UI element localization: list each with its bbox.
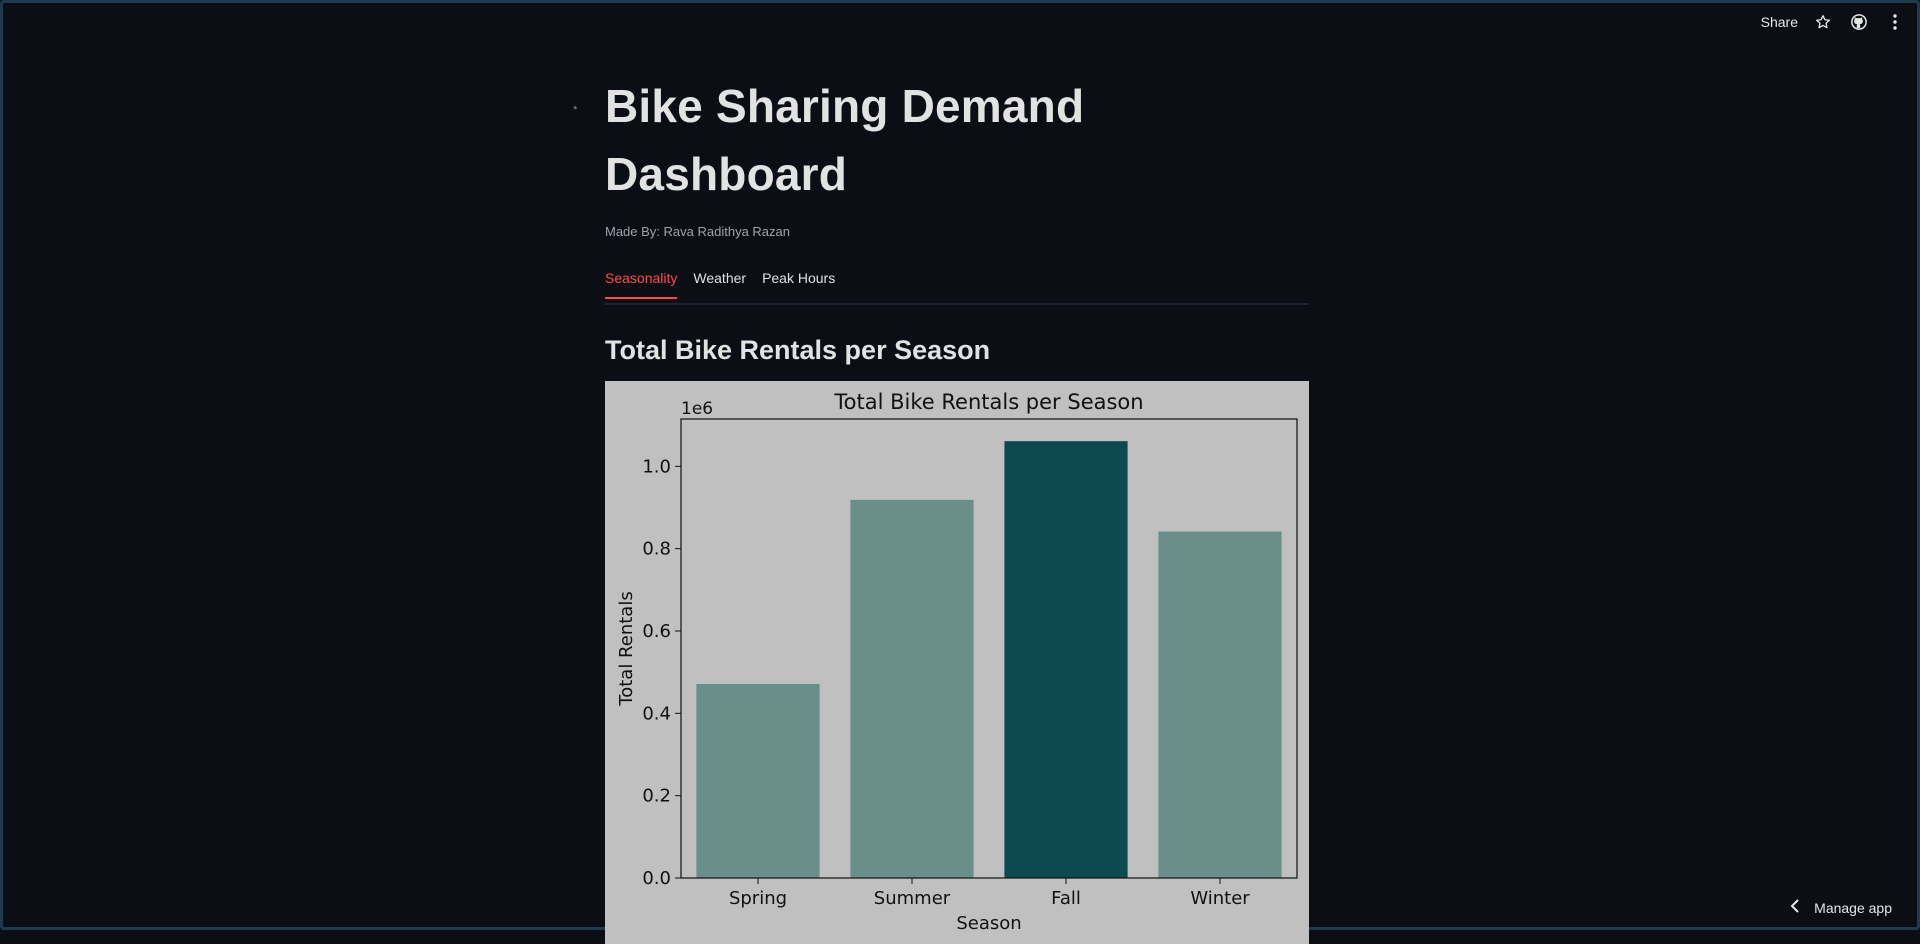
star-icon[interactable] xyxy=(1812,11,1834,33)
x-tick-label: Spring xyxy=(729,888,787,909)
page-title: Bike Sharing Demand Dashboard xyxy=(605,80,1085,200)
share-button[interactable]: Share xyxy=(1760,14,1798,30)
x-tick-label: Summer xyxy=(874,888,951,909)
chart-title: Total Bike Rentals per Season xyxy=(833,390,1143,414)
tab-seasonality[interactable]: Seasonality xyxy=(605,267,678,299)
section-heading: Total Bike Rentals per Season xyxy=(605,335,991,365)
author-byline: Made By: Rava Radithya Razan xyxy=(605,224,790,239)
more-vertical-icon[interactable] xyxy=(1884,11,1906,33)
x-axis-label: Season xyxy=(956,913,1021,934)
y-tick-label: 0.2 xyxy=(642,786,671,807)
chart-bar-winter xyxy=(1158,531,1282,878)
chart-bar-fall xyxy=(1004,441,1128,878)
plot-frame xyxy=(680,418,1298,879)
manage-app-label: Manage app xyxy=(1814,899,1892,916)
tab-weather[interactable]: Weather xyxy=(693,270,747,286)
github-icon[interactable] xyxy=(1848,11,1870,33)
tab-peak-hours[interactable]: Peak Hours xyxy=(762,270,836,286)
chevron-left-icon xyxy=(1790,899,1800,916)
chart-bar-spring xyxy=(696,683,820,878)
link-anchor-icon[interactable]: ▪ xyxy=(570,101,581,115)
manage-app-button[interactable]: Manage app xyxy=(1790,899,1892,916)
chart-bar-summer xyxy=(850,499,974,878)
x-tick-label: Fall xyxy=(1051,888,1081,909)
tab-bar: Seasonality Weather Peak Hours xyxy=(605,267,1309,305)
chart-offset-label: 1e6 xyxy=(681,399,713,419)
y-tick-label: 0.0 xyxy=(642,868,671,889)
y-tick-label: 0.8 xyxy=(642,539,671,560)
top-toolbar: Share xyxy=(1761,8,1906,36)
season-bar-chart: Total Bike Rentals per Season 1e6 Spring Su… xyxy=(605,381,1309,944)
y-tick-label: 0.6 xyxy=(642,621,671,642)
main-content: ▪ Bike Sharing Demand Dashboard Made By:… xyxy=(571,72,1309,944)
y-tick-label: 0.4 xyxy=(642,703,671,724)
y-axis-label: Total Rentals xyxy=(616,591,637,706)
chart-svg: Total Bike Rentals per Season 1e6 Spring Su… xyxy=(616,390,1298,934)
y-tick-label: 1.0 xyxy=(642,456,671,477)
x-tick-label: Winter xyxy=(1190,888,1250,909)
